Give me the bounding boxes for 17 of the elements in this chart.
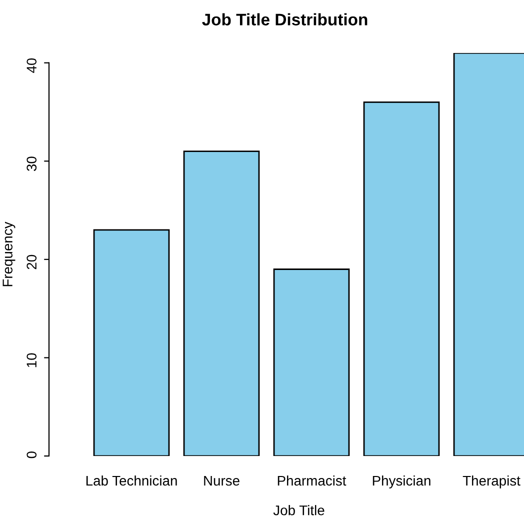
y-tick-label: 0 xyxy=(26,452,37,458)
x-tick-label: Nurse xyxy=(204,476,240,486)
x-tick-label: Lab Technician xyxy=(86,475,177,486)
y-tick-label: 30 xyxy=(26,156,37,172)
x-tick-label: Physician xyxy=(372,475,430,488)
bar xyxy=(273,268,350,456)
bar xyxy=(363,101,440,456)
x-axis-title: Job Title xyxy=(273,505,324,516)
x-tick-label: Pharmacist xyxy=(278,475,346,486)
y-tick-label: 10 xyxy=(26,353,37,368)
bar xyxy=(183,150,260,456)
y-tick-label: 20 xyxy=(26,254,37,270)
chart-title: Job Title Distribution xyxy=(202,13,368,26)
y-axis-title: Frequency xyxy=(2,222,16,286)
x-tick-label: Therapist xyxy=(462,475,520,488)
y-tick-label: 40 xyxy=(26,58,37,73)
bar xyxy=(93,229,170,456)
